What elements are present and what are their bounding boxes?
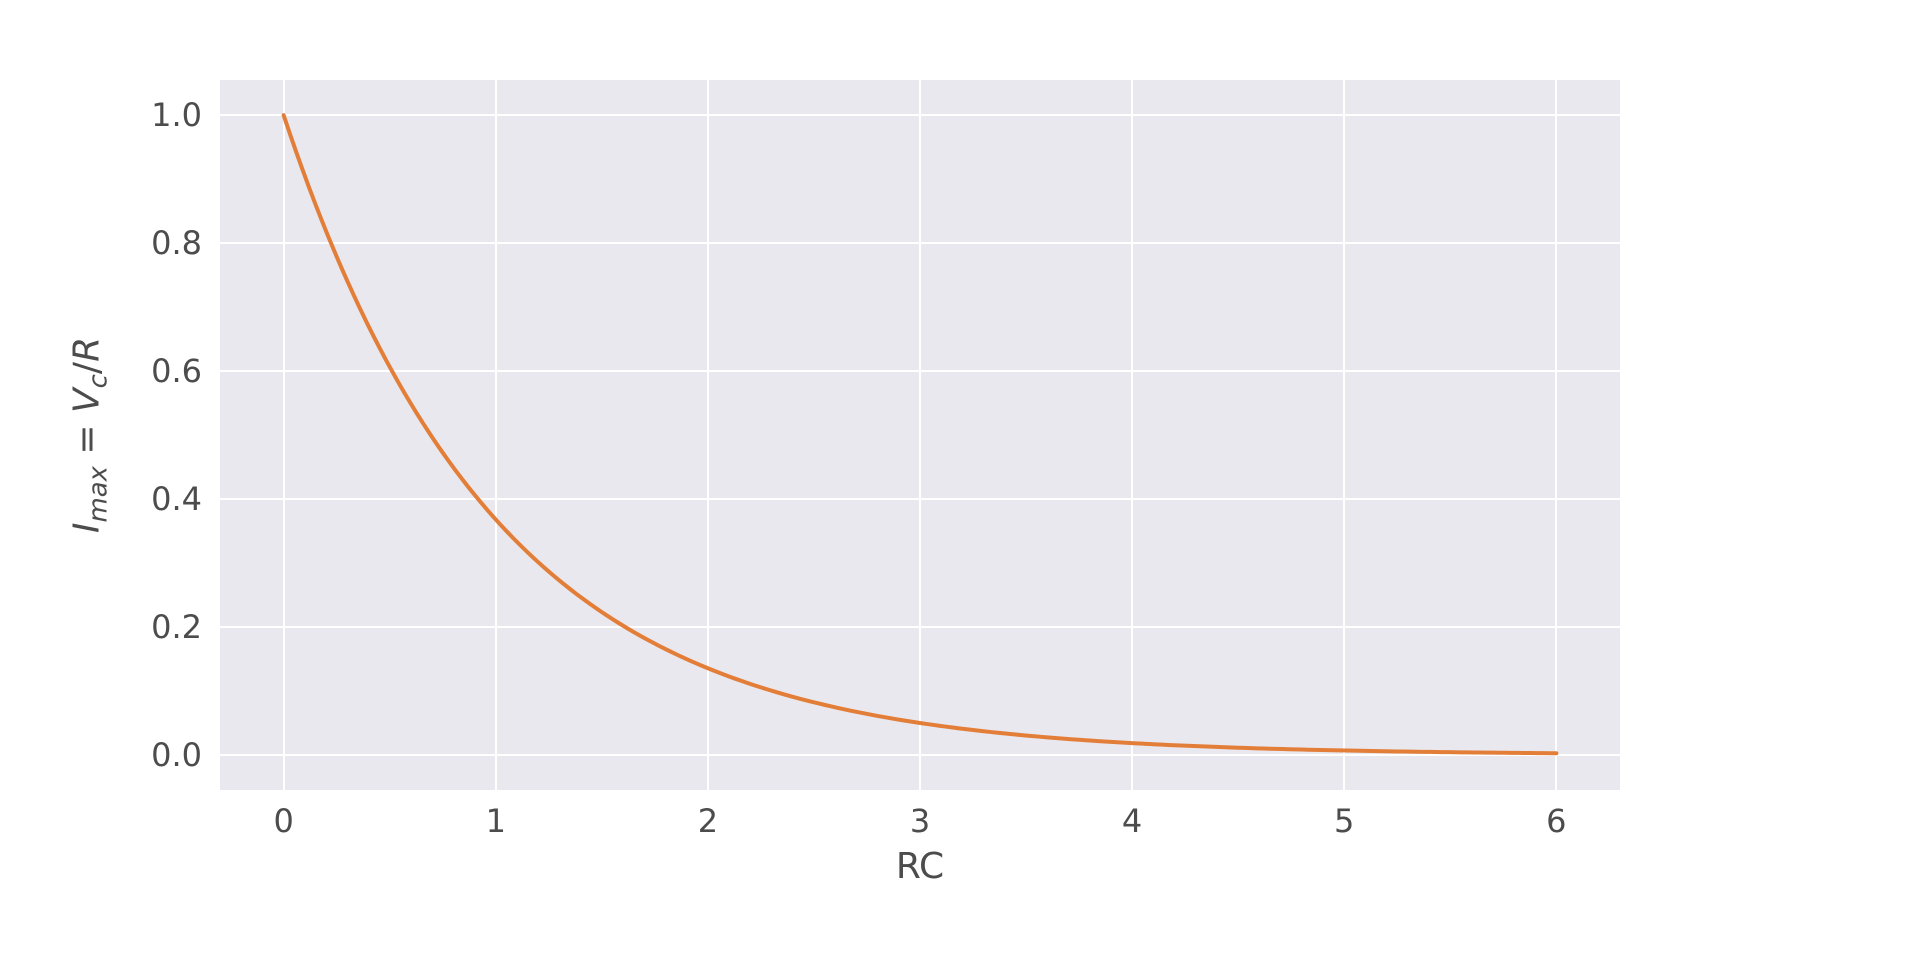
y-tick-label: 0.2 [151, 608, 202, 646]
y-tick-label: 1.0 [151, 96, 202, 134]
x-tick-label: 3 [910, 802, 930, 840]
x-tick-label: 2 [698, 802, 718, 840]
figure: 0 1 2 3 4 5 6 0.0 0.2 0.4 0.6 0.8 1.0 RC Imax = Vc/R [0, 0, 1920, 961]
x-tick-label: 6 [1546, 802, 1566, 840]
x-tick-label: 4 [1122, 802, 1142, 840]
y-tick-label: 0.0 [151, 736, 202, 774]
y-tick-label: 0.8 [151, 224, 202, 262]
y-tick-label: 0.4 [151, 480, 202, 518]
y-axis-label: Imax = Vc/R [66, 337, 113, 533]
x-tick-label: 1 [486, 802, 506, 840]
x-axis-label: RC [896, 846, 944, 887]
y-tick-label: 0.6 [151, 352, 202, 390]
x-tick-label: 0 [273, 802, 293, 840]
x-tick-label: 5 [1334, 802, 1354, 840]
